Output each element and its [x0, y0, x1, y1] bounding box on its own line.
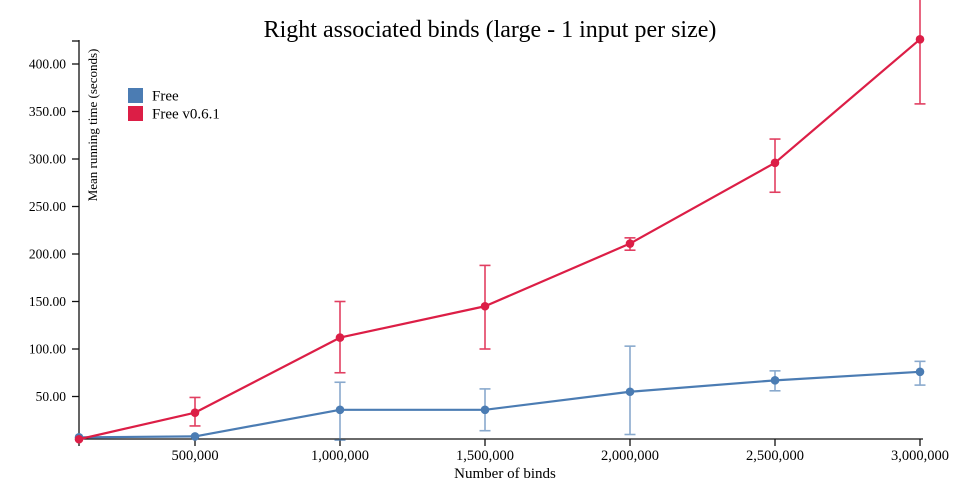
data-point-free-v0-6-1: [770, 158, 780, 168]
y-tick-label: 350.00: [29, 104, 66, 119]
data-point-free: [625, 387, 635, 397]
y-tick-label: 100.00: [29, 342, 66, 357]
y-axis-title: Mean running time (seconds): [85, 49, 100, 202]
x-tick-label: 2,500,000: [746, 448, 804, 464]
y-tick-label: 150.00: [29, 294, 66, 309]
x-tick-label: 1,000,000: [311, 448, 369, 464]
data-point-free-v0-6-1: [74, 434, 84, 444]
legend-label-free-v0-6-1: Free v0.6.1: [152, 107, 220, 123]
data-point-free: [480, 405, 490, 415]
legend-swatch-free: [128, 88, 143, 103]
data-point-free: [770, 376, 780, 385]
data-point-free-v0-6-1: [335, 333, 345, 342]
x-tick-label: 2,000,000: [601, 448, 659, 464]
y-tick-label: 200.00: [29, 247, 66, 262]
y-tick-label: 300.00: [29, 152, 66, 167]
data-point-free: [190, 432, 200, 441]
error-bar-free-v0-6-1: [914, 0, 926, 105]
x-tick-label: 3,000,000: [891, 448, 949, 464]
data-point-free-v0-6-1: [190, 408, 200, 417]
y-tick-label: 250.00: [29, 199, 66, 214]
legend-swatch-free-v0-6-1: [128, 106, 143, 121]
chart-title: Right associated binds (large - 1 input …: [264, 17, 717, 43]
data-point-free: [915, 367, 925, 377]
x-axis-title: Number of binds: [454, 466, 556, 482]
y-tick-label: 50.00: [36, 389, 67, 404]
y-tick-label: 400.00: [29, 57, 66, 72]
plot-area: 50.00 100.00 150.00 200.00 250.00 300.00 350.0…: [29, 0, 949, 464]
data-point-free-v0-6-1: [480, 301, 490, 311]
data-point-free-v0-6-1: [915, 35, 925, 44]
data-point-free-v0-6-1: [625, 239, 635, 248]
legend-label-free: Free: [152, 89, 179, 105]
series-line-free: [77, 370, 922, 439]
x-tick-label: 1,500,000: [456, 448, 514, 464]
legend: Free Free v0.6.1: [128, 88, 220, 123]
x-tick-label: 500,000: [171, 448, 218, 464]
data-point-free: [335, 405, 345, 415]
